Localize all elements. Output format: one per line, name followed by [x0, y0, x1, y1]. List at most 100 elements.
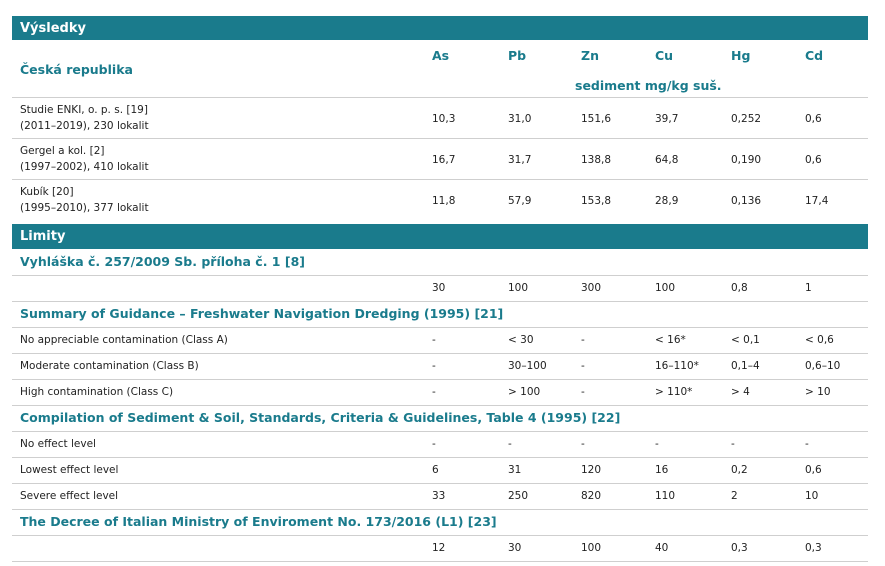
section-heading: Compilation of Sediment & Soil, Standard… [20, 410, 621, 425]
cell: 33 [432, 490, 446, 502]
cell: 28,9 [655, 195, 679, 207]
row-divider [12, 301, 868, 302]
row-label: High contamination (Class C) [20, 386, 174, 398]
cell: - [655, 438, 659, 450]
cell: 0,3 [731, 542, 748, 554]
source-label: (2011–2019), 230 lokalit [20, 120, 149, 132]
cell: < 30 [508, 334, 534, 346]
row-label: No appreciable contamination (Class A) [20, 334, 228, 346]
cell: 40 [655, 542, 669, 554]
cell: > 100 [508, 386, 541, 398]
cell: - [581, 438, 585, 450]
cell: 120 [581, 464, 602, 476]
cell: - [432, 438, 436, 450]
cell: - [432, 334, 436, 346]
source-label: Gergel a kol. [2] [20, 145, 105, 157]
row-label: No effect level [20, 438, 96, 450]
cell: < 16* [655, 334, 686, 346]
cell: 31,7 [508, 154, 532, 166]
cell: 0,6 [805, 113, 822, 125]
cell: 0,252 [731, 113, 762, 125]
column-header: Hg [731, 48, 751, 63]
cell: > 4 [731, 386, 750, 398]
cell: 16 [655, 464, 669, 476]
column-header: Česká republika [20, 62, 133, 77]
cell: 39,7 [655, 113, 679, 125]
cell: 100 [581, 542, 602, 554]
cell: 16–110* [655, 360, 699, 372]
cell: 64,8 [655, 154, 679, 166]
cell: 17,4 [805, 195, 829, 207]
cell: 0,136 [731, 195, 762, 207]
cell: 12 [432, 542, 446, 554]
section-heading: Summary of Guidance – Freshwater Navigat… [20, 306, 504, 321]
cell: 16,7 [432, 154, 456, 166]
row-label: Lowest effect level [20, 464, 119, 476]
cell: 6 [432, 464, 439, 476]
unit-label: sediment mg/kg suš. [575, 78, 722, 93]
cell: - [581, 360, 585, 372]
row-divider [12, 138, 868, 139]
cell: 2 [731, 490, 738, 502]
cell: > 110* [655, 386, 693, 398]
cell: 250 [508, 490, 529, 502]
row-divider [12, 509, 868, 510]
cell: 300 [581, 282, 602, 294]
cell: 0,6–10 [805, 360, 841, 372]
cell: 31 [508, 464, 522, 476]
cell: > 10 [805, 386, 831, 398]
cell: 11,8 [432, 195, 456, 207]
cell: 100 [508, 282, 529, 294]
row-divider [12, 275, 868, 276]
cell: 30 [432, 282, 446, 294]
source-label: (1995–2010), 377 lokalit [20, 202, 149, 214]
row-divider [12, 353, 868, 354]
cell: < 0,6 [805, 334, 834, 346]
cell: 0,190 [731, 154, 762, 166]
source-label: (1997–2002), 410 lokalit [20, 161, 149, 173]
row-label: Moderate contamination (Class B) [20, 360, 199, 372]
row-divider [12, 179, 868, 180]
cell: - [432, 386, 436, 398]
cell: 10 [805, 490, 819, 502]
column-header: Zn [581, 48, 599, 63]
section-bar: Výsledky [12, 16, 868, 40]
cell: 57,9 [508, 195, 532, 207]
cell: 100 [655, 282, 676, 294]
row-divider [12, 431, 868, 432]
column-header: Cd [805, 48, 824, 63]
row-divider [12, 379, 868, 380]
column-header: Cu [655, 48, 674, 63]
cell: - [581, 386, 585, 398]
cell: 30–100 [508, 360, 547, 372]
cell: - [432, 360, 436, 372]
cell: 0,6 [805, 464, 822, 476]
cell: 1 [805, 282, 812, 294]
row-divider [12, 97, 868, 98]
row-label: Severe effect level [20, 490, 119, 502]
cell: - [805, 438, 809, 450]
cell: 153,8 [581, 195, 612, 207]
cell: 0,8 [731, 282, 748, 294]
cell: < 0,1 [731, 334, 760, 346]
cell: - [508, 438, 512, 450]
row-divider [12, 327, 868, 328]
cell: 820 [581, 490, 602, 502]
cell: 0,1–4 [731, 360, 760, 372]
row-divider [12, 483, 868, 484]
cell: 31,0 [508, 113, 532, 125]
cell: - [581, 334, 585, 346]
source-label: Studie ENKI, o. p. s. [19] [20, 104, 148, 116]
cell: 138,8 [581, 154, 612, 166]
cell: 0,2 [731, 464, 748, 476]
row-divider [12, 457, 868, 458]
section-bar: Limity [12, 224, 868, 249]
section-heading: The Decree of Italian Ministry of Enviro… [20, 514, 497, 529]
section-heading: Vyhláška č. 257/2009 Sb. příloha č. 1 [8… [20, 254, 305, 269]
row-divider [12, 561, 868, 562]
row-divider [12, 535, 868, 536]
cell: 0,3 [805, 542, 822, 554]
column-header: As [432, 48, 450, 63]
column-header: Pb [508, 48, 527, 63]
